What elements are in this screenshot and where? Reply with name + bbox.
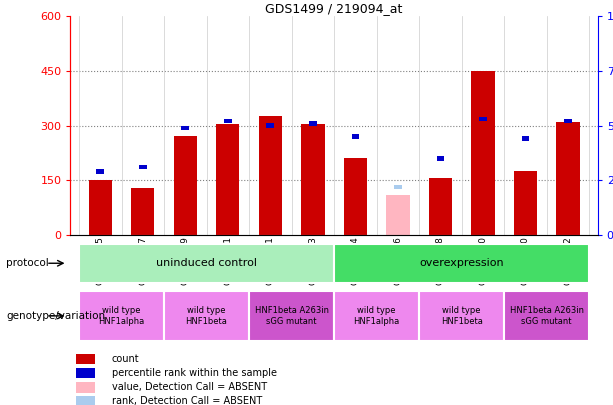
Text: overexpression: overexpression: [419, 258, 504, 268]
Bar: [301, 124, 324, 235]
Bar: [173, 136, 197, 235]
Bar: [556, 122, 580, 235]
Text: HNF1beta A263in
sGG mutant: HNF1beta A263in sGG mutant: [254, 306, 329, 326]
Bar: [76, 396, 95, 405]
Bar: [76, 382, 95, 392]
Bar: [436, 156, 444, 160]
Text: genotype/variation: genotype/variation: [6, 311, 105, 321]
Bar: [386, 195, 409, 235]
Bar: [224, 119, 232, 124]
Text: value, Detection Call = ABSENT: value, Detection Call = ABSENT: [112, 382, 267, 392]
Bar: [564, 119, 572, 124]
Bar: [76, 368, 95, 378]
Text: HNF1beta A263in
sGG mutant: HNF1beta A263in sGG mutant: [509, 306, 584, 326]
Title: GDS1499 / 219094_at: GDS1499 / 219094_at: [265, 2, 403, 15]
Bar: [471, 71, 495, 235]
Text: protocol: protocol: [6, 258, 49, 268]
Bar: [181, 126, 189, 130]
Bar: [344, 158, 367, 235]
Bar: [76, 354, 95, 364]
Bar: [96, 169, 104, 174]
Text: wild type
HNF1alpha: wild type HNF1alpha: [99, 306, 145, 326]
Text: count: count: [112, 354, 139, 364]
Bar: [79, 244, 334, 283]
Text: wild type
HNF1beta: wild type HNF1beta: [441, 306, 482, 326]
Text: percentile rank within the sample: percentile rank within the sample: [112, 368, 276, 378]
Bar: [88, 180, 112, 235]
Bar: [79, 291, 164, 341]
Bar: [479, 117, 487, 121]
Bar: [522, 136, 529, 141]
Bar: [309, 121, 317, 126]
Bar: [504, 291, 589, 341]
Text: wild type
HNF1beta: wild type HNF1beta: [186, 306, 227, 326]
Bar: [267, 124, 274, 128]
Bar: [259, 117, 282, 235]
Text: uninduced control: uninduced control: [156, 258, 257, 268]
Bar: [394, 185, 402, 189]
Bar: [164, 291, 249, 341]
Bar: [334, 291, 419, 341]
Bar: [249, 291, 334, 341]
Text: wild type
HNF1alpha: wild type HNF1alpha: [354, 306, 400, 326]
Bar: [419, 291, 504, 341]
Bar: [514, 171, 537, 235]
Bar: [334, 244, 589, 283]
Text: rank, Detection Call = ABSENT: rank, Detection Call = ABSENT: [112, 396, 262, 405]
Bar: [351, 134, 359, 139]
Bar: [139, 165, 147, 169]
Bar: [216, 124, 240, 235]
Bar: [131, 188, 154, 235]
Bar: [428, 178, 452, 235]
